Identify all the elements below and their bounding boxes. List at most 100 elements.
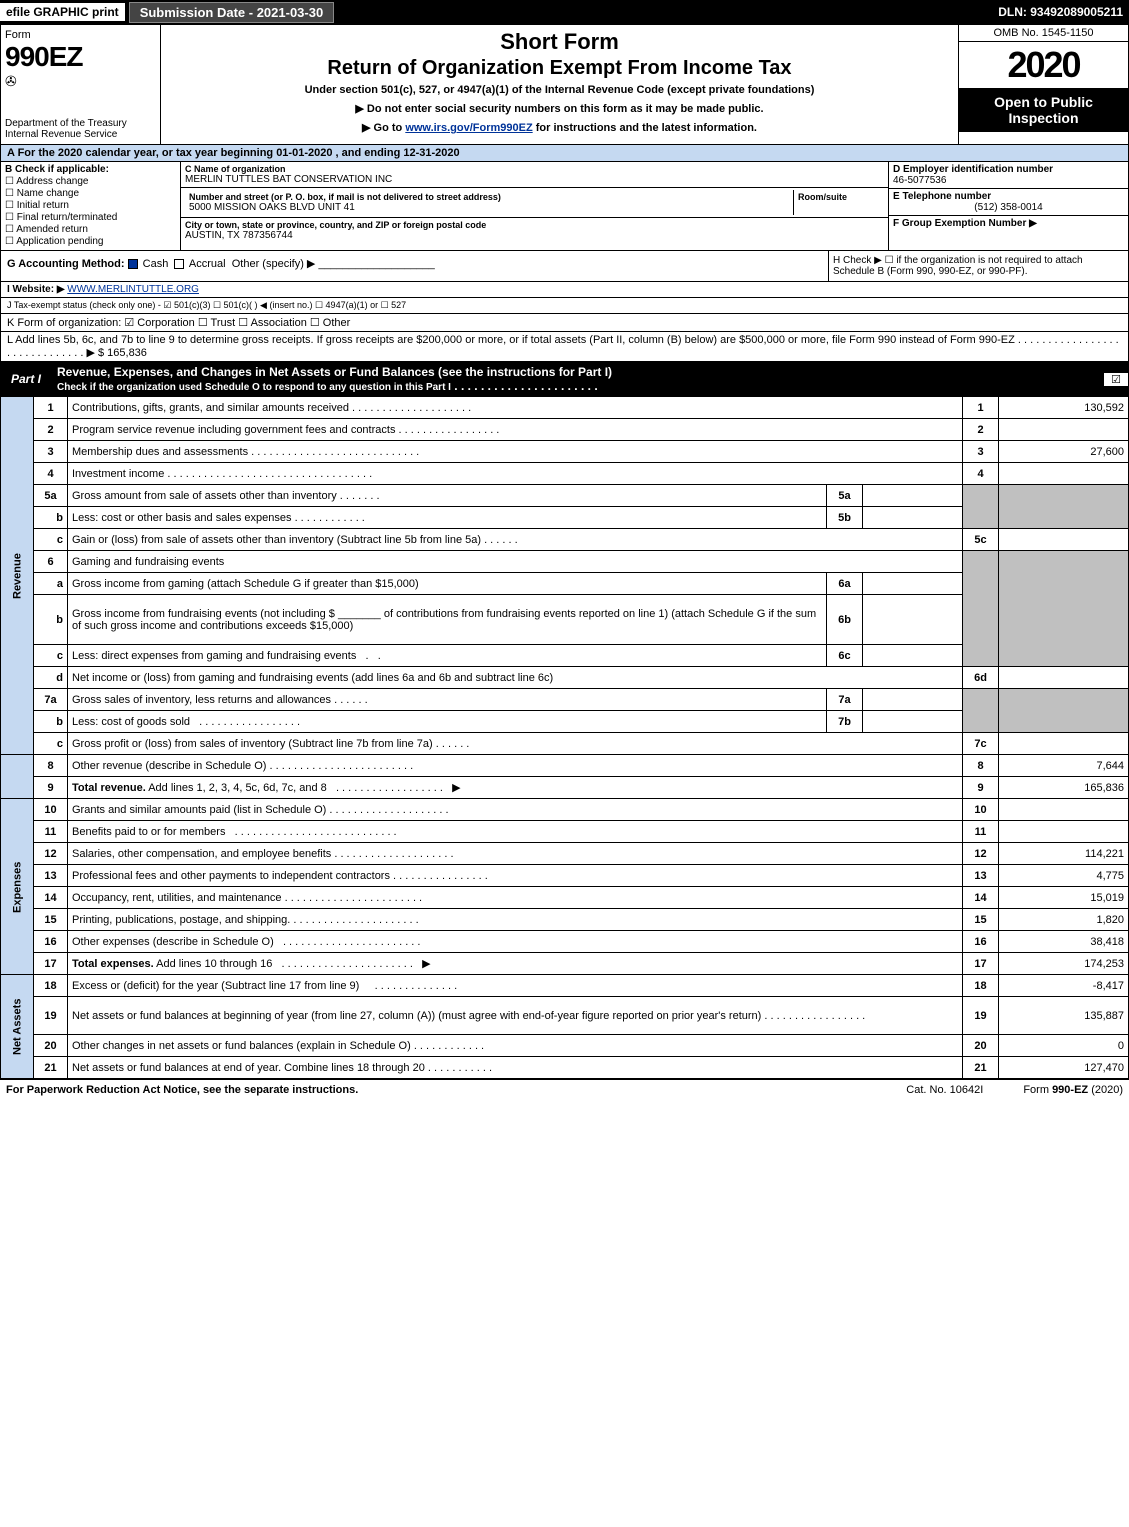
- l5c-amt: [999, 529, 1129, 551]
- l6d-desc: Net income or (loss) from gaming and fun…: [68, 667, 963, 689]
- header-center: Short Form Return of Organization Exempt…: [161, 25, 958, 144]
- l13-no: 13: [34, 865, 68, 887]
- l18-no: 18: [34, 975, 68, 997]
- col-c-org-info: C Name of organization MERLIN TUTTLES BA…: [181, 162, 888, 250]
- l14-amt: 15,019: [999, 887, 1129, 909]
- org-name: MERLIN TUTTLES BAT CONSERVATION INC: [185, 174, 884, 185]
- omb-number: OMB No. 1545-1150: [959, 25, 1128, 42]
- l21-desc: Net assets or fund balances at end of ye…: [68, 1057, 963, 1079]
- l1-desc: Contributions, gifts, grants, and simila…: [68, 397, 963, 419]
- l15-no: 15: [34, 909, 68, 931]
- l1-amt: 130,592: [999, 397, 1129, 419]
- chk-amended-return[interactable]: ☐ Amended return: [5, 224, 176, 235]
- l9-num: 9: [963, 777, 999, 799]
- l6c-val: [863, 645, 963, 667]
- l7a-desc: Gross sales of inventory, less returns a…: [68, 689, 827, 711]
- l5b-mini: 5b: [827, 507, 863, 529]
- paperwork-notice: For Paperwork Reduction Act Notice, see …: [6, 1084, 358, 1096]
- l17-num: 17: [963, 953, 999, 975]
- l21-no: 21: [34, 1057, 68, 1079]
- l6b-mini: 6b: [827, 595, 863, 645]
- row-j-tax-exempt: J Tax-exempt status (check only one) - ☑…: [0, 298, 1129, 314]
- l18-num: 18: [963, 975, 999, 997]
- street-label: Number and street (or P. O. box, if mail…: [189, 192, 789, 202]
- l5a-mini: 5a: [827, 485, 863, 507]
- l6-desc: Gaming and fundraising events: [68, 551, 963, 573]
- city-value: AUSTIN, TX 787356744: [185, 230, 884, 241]
- chk-name-change[interactable]: ☐ Name change: [5, 188, 176, 199]
- l7a-val: [863, 689, 963, 711]
- l3-amt: 27,600: [999, 441, 1129, 463]
- part1-table: Revenue 1 Contributions, gifts, grants, …: [0, 396, 1129, 1079]
- efile-label[interactable]: efile GRAPHIC print: [0, 3, 125, 21]
- l15-num: 15: [963, 909, 999, 931]
- header-right: OMB No. 1545-1150 2020 Open to Public In…: [958, 25, 1128, 144]
- accounting-method: G Accounting Method: Cash Accrual Other …: [1, 251, 828, 281]
- col-b-title: B Check if applicable:: [5, 164, 176, 175]
- l12-amt: 114,221: [999, 843, 1129, 865]
- l20-no: 20: [34, 1035, 68, 1057]
- irs-label: Internal Revenue Service: [5, 129, 156, 140]
- chk-final-return[interactable]: ☐ Final return/terminated: [5, 212, 176, 223]
- l5c-desc: Gain or (loss) from sale of assets other…: [68, 529, 963, 551]
- l6-no: 6: [34, 551, 68, 573]
- chk-cash[interactable]: [128, 259, 138, 269]
- l16-num: 16: [963, 931, 999, 953]
- header-left: Form 990EZ ✇ Department of the Treasury …: [1, 25, 161, 144]
- cat-no: Cat. No. 10642I: [906, 1084, 983, 1096]
- department: Department of the Treasury: [5, 118, 156, 129]
- l19-num: 19: [963, 997, 999, 1035]
- l13-desc: Professional fees and other payments to …: [68, 865, 963, 887]
- part1-schedule-o-check[interactable]: ☑: [1104, 373, 1128, 386]
- group-exemption-label: F Group Exemption Number ▶: [893, 218, 1124, 229]
- row-gh: G Accounting Method: Cash Accrual Other …: [0, 250, 1129, 282]
- chk-address-change[interactable]: ☐ Address change: [5, 176, 176, 187]
- gross-receipts-amount: ▶ $ 165,836: [86, 347, 146, 359]
- l2-desc: Program service revenue including govern…: [68, 419, 963, 441]
- tax-year: 2020: [959, 42, 1128, 88]
- l9-desc: Total revenue. Add lines 1, 2, 3, 4, 5c,…: [68, 777, 963, 799]
- l5c-num: 5c: [963, 529, 999, 551]
- l9-amt: 165,836: [999, 777, 1129, 799]
- l5a-val: [863, 485, 963, 507]
- chk-accrual[interactable]: [174, 259, 184, 269]
- section-bcd: B Check if applicable: ☐ Address change …: [0, 162, 1129, 250]
- l6d-num: 6d: [963, 667, 999, 689]
- l5-shade: [963, 485, 999, 529]
- form-word: Form: [5, 29, 156, 41]
- l10-desc: Grants and similar amounts paid (list in…: [68, 799, 963, 821]
- row-l-gross-receipts: L Add lines 5b, 6c, and 7b to line 9 to …: [0, 332, 1129, 362]
- form-ref: Form 990-EZ (2020): [1023, 1084, 1123, 1096]
- l7a-no: 7a: [34, 689, 68, 711]
- l14-num: 14: [963, 887, 999, 909]
- netassets-side-label: Net Assets: [1, 975, 34, 1079]
- l2-num: 2: [963, 419, 999, 441]
- submission-date: Submission Date - 2021-03-30: [129, 2, 335, 23]
- l11-amt: [999, 821, 1129, 843]
- l20-amt: 0: [999, 1035, 1129, 1057]
- l19-desc: Net assets or fund balances at beginning…: [68, 997, 963, 1035]
- l8-num: 8: [963, 755, 999, 777]
- website-link[interactable]: WWW.MERLINTUTTLE.ORG: [67, 284, 199, 295]
- l11-desc: Benefits paid to or for members . . . . …: [68, 821, 963, 843]
- l6d-amt: [999, 667, 1129, 689]
- l5b-val: [863, 507, 963, 529]
- chk-initial-return[interactable]: ☐ Initial return: [5, 200, 176, 211]
- chk-application-pending[interactable]: ☐ Application pending: [5, 236, 176, 247]
- return-title: Return of Organization Exempt From Incom…: [169, 57, 950, 80]
- col-d-ein-phone: D Employer identification number 46-5077…: [888, 162, 1128, 250]
- open-public-badge: Open to Public Inspection: [959, 88, 1128, 132]
- l6b-val: [863, 595, 963, 645]
- l5c-no: c: [34, 529, 68, 551]
- l19-no: 19: [34, 997, 68, 1035]
- irs-link[interactable]: www.irs.gov/Form990EZ: [405, 122, 532, 134]
- l20-desc: Other changes in net assets or fund bala…: [68, 1035, 963, 1057]
- l7a-mini: 7a: [827, 689, 863, 711]
- l4-num: 4: [963, 463, 999, 485]
- city-label: City or town, state or province, country…: [185, 220, 884, 230]
- l7c-no: c: [34, 733, 68, 755]
- l10-amt: [999, 799, 1129, 821]
- l6a-desc: Gross income from gaming (attach Schedul…: [68, 573, 827, 595]
- l2-no: 2: [34, 419, 68, 441]
- form-number: 990EZ: [5, 41, 156, 73]
